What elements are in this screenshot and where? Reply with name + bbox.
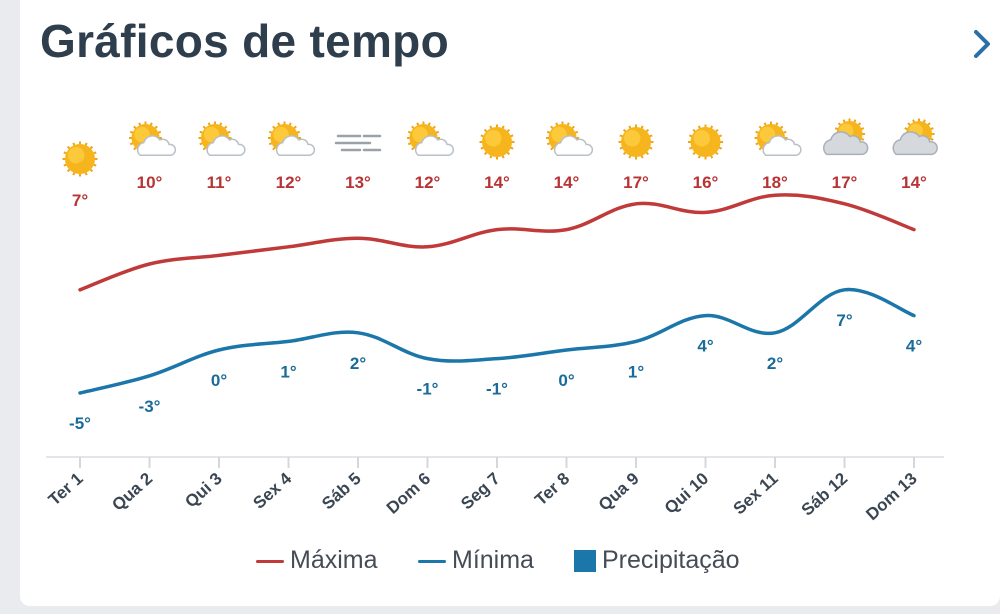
legend-item-precipitacao[interactable]: Precipitação [574, 544, 774, 578]
data-label-minima: 4° [697, 337, 713, 356]
partly-cloudy-icon [553, 135, 594, 156]
data-label-maxima: 12° [415, 173, 441, 192]
data-label-maxima: 14° [901, 173, 927, 192]
x-tick-label: Qui 10 [661, 469, 712, 518]
data-label-minima: 1° [280, 362, 296, 381]
x-tick-label: Sáb 5 [318, 469, 364, 513]
x-tick-label: Seg 7 [457, 469, 503, 513]
sun-icon [618, 124, 654, 160]
mostly-cloudy-icon [822, 131, 869, 156]
data-label-maxima: 16° [693, 173, 719, 192]
next-chevron-icon[interactable] [968, 26, 996, 62]
partly-cloudy-icon [414, 135, 455, 156]
x-tick-label: Qua 2 [108, 469, 156, 515]
data-label-maxima: 14° [554, 173, 580, 192]
weather-chart-card [20, 0, 1000, 606]
data-label-minima: 2° [350, 354, 366, 373]
legend-line-minima [418, 560, 446, 563]
data-label-minima: 4° [906, 337, 922, 356]
data-label-minima: 0° [558, 371, 574, 390]
legend-box-precipitacao [574, 550, 596, 572]
data-label-minima: -1° [417, 380, 439, 399]
series-line-maxima [78, 193, 916, 292]
legend-item-minima[interactable]: Mínima [418, 544, 558, 578]
data-label-maxima: 18° [762, 173, 788, 192]
data-label-minima: -5° [69, 414, 91, 433]
data-label-maxima: 10° [137, 173, 163, 192]
x-tick-label: Dom 13 [862, 469, 920, 524]
x-tick-label: Sex 4 [249, 468, 295, 512]
legend-label-maxima: Máxima [290, 546, 378, 574]
data-label-maxima: 14° [484, 173, 510, 192]
sun-icon [688, 124, 723, 160]
data-label-maxima: 12° [276, 173, 302, 192]
data-label-minima: 1° [628, 362, 644, 381]
legend-label-precipitacao: Precipitação [602, 546, 740, 574]
data-label-minima: 2° [767, 354, 783, 373]
series-line-minima [78, 287, 916, 395]
legend-item-maxima[interactable]: Máxima [256, 544, 396, 578]
legend-line-maxima [256, 560, 284, 563]
data-label-minima: 0° [211, 371, 227, 390]
partly-cloudy-icon [136, 135, 177, 156]
x-tick-label: Sex 11 [730, 469, 782, 519]
data-label-minima: -3° [139, 397, 161, 416]
data-label-maxima: 17° [832, 173, 858, 192]
partly-cloudy-icon [206, 135, 246, 156]
data-label-maxima: 7° [72, 191, 88, 210]
sun-icon [62, 141, 98, 177]
legend-label-minima: Mínima [452, 546, 534, 574]
x-tick-label: Sáb 12 [798, 469, 851, 520]
data-label-maxima: 11° [207, 173, 232, 192]
sun-icon [479, 124, 515, 160]
x-tick-label: Qua 9 [595, 469, 643, 515]
page-title: Gráficos de tempo [40, 15, 449, 67]
x-tick-label: Dom 6 [383, 469, 434, 518]
data-label-minima: -1° [486, 380, 508, 399]
x-tick-label: Ter 8 [531, 469, 573, 509]
x-tick-label: Ter 1 [45, 469, 87, 509]
x-tick-label: Qui 3 [181, 469, 225, 512]
partly-cloudy-icon [762, 135, 802, 156]
partly-cloudy-icon [275, 135, 316, 156]
data-label-minima: 7° [836, 311, 852, 330]
data-label-maxima: 17° [623, 173, 649, 192]
mostly-cloudy-icon [892, 131, 938, 156]
data-label-maxima: 13° [345, 173, 371, 192]
fog-icon [334, 134, 382, 152]
